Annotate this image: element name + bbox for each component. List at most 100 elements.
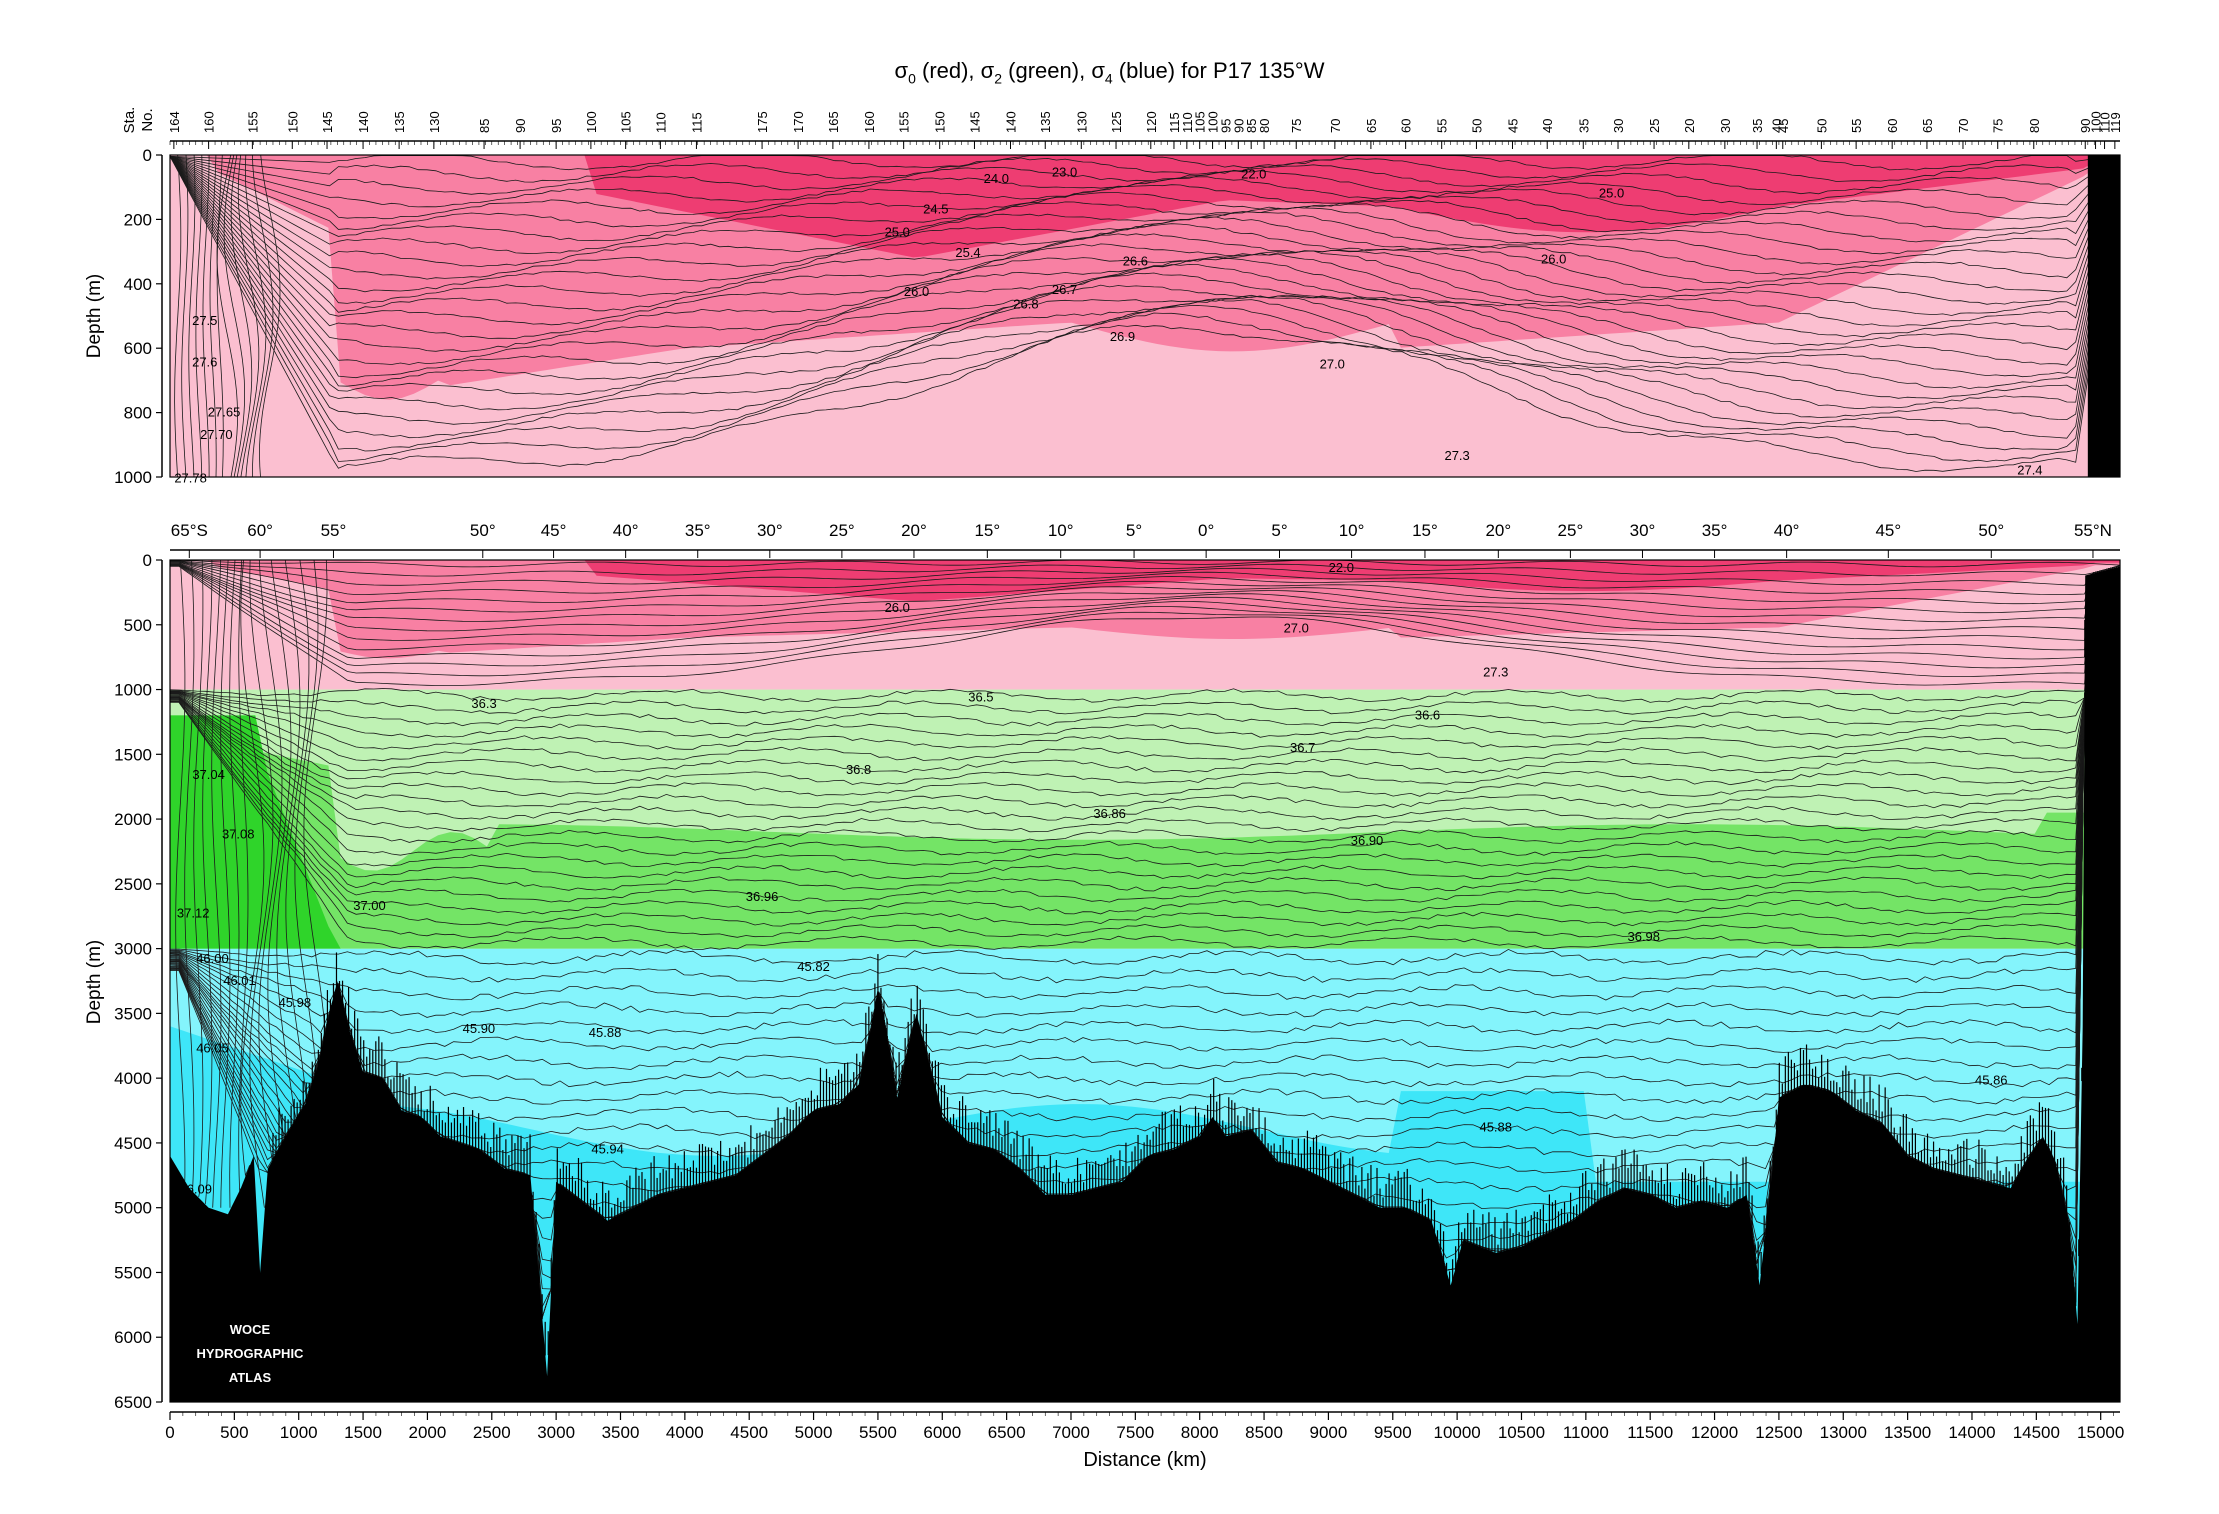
x-tick-label: 1500 [344, 1423, 382, 1442]
upper-outcrop-line [216, 155, 239, 477]
station-axis-label-sta: Sta. [121, 107, 138, 134]
upper-outcrop-line [174, 155, 182, 477]
station-label: 135 [1038, 111, 1053, 133]
x-tick-label: 6000 [923, 1423, 961, 1442]
x-tick-label: 9000 [1310, 1423, 1348, 1442]
lower-contour-line [170, 565, 2120, 951]
x-tick-label: 11500 [1627, 1423, 1673, 1442]
upper-contour-line [170, 156, 2120, 425]
latitude-label: 10° [1048, 521, 1074, 540]
lower-contour-line [170, 565, 2120, 1036]
station-label: 115 [1167, 112, 1182, 133]
upper-contour-line [170, 156, 2120, 316]
upper-contour-label: 25.0 [1599, 186, 1624, 201]
station-axis-label-no: No. [139, 108, 156, 131]
bottom-roughness [272, 619, 2086, 1356]
lower-contour-label: 46.09 [179, 1182, 212, 1197]
station-label: 45 [1505, 119, 1520, 133]
lower-contour-label: 22.0 [1329, 560, 1354, 575]
upper-contour-line [170, 156, 2120, 462]
x-tick-label: 13500 [1884, 1423, 1931, 1442]
x-tick-label: 500 [220, 1423, 248, 1442]
chart-title: σ0 (red), σ2 (green), σ4 (blue) for P17 … [894, 58, 1325, 87]
lower-outcrop-line [175, 560, 186, 1182]
lower-y-axis-label: Depth (m) [84, 940, 105, 1024]
upper-contour-label: 26.7 [1052, 282, 1077, 297]
station-label: 60 [1885, 119, 1900, 133]
upper-contour-line [170, 155, 2120, 220]
lower-contour-line [170, 565, 2120, 715]
station-label: 45 [1776, 119, 1791, 133]
upper-contour-label: 26.0 [904, 284, 929, 299]
upper-contour-label: 24.0 [984, 171, 1009, 186]
upper-plot-area [170, 155, 2120, 477]
lower-contour-label: 45.94 [591, 1141, 624, 1156]
upper-contour-label: 27.4 [2017, 463, 2042, 478]
lower-y-tick-label: 2500 [114, 875, 152, 894]
lower-contour-line [170, 565, 2120, 750]
x-tick-label: 10000 [1433, 1423, 1480, 1442]
latitude-label: 15° [1412, 521, 1438, 540]
upper-y-tick-label: 800 [124, 404, 152, 423]
upper-contour-label: 27.65 [208, 405, 241, 420]
lower-y-tick-label: 500 [124, 616, 152, 635]
lower-outcrop-line [193, 560, 204, 1198]
lower-contour-label: 26.0 [885, 600, 910, 615]
lower-contour-label: 36.8 [846, 762, 871, 777]
lower-contour-line [170, 560, 2120, 586]
upper-contour-label: 27.70 [200, 427, 233, 442]
lower-contour-label: 46.00 [196, 951, 229, 966]
lower-outcrop-line [238, 560, 249, 1192]
lower-contour-line [170, 564, 2120, 651]
latitude-label: 35° [1702, 521, 1728, 540]
upper-contour-line [170, 156, 2120, 390]
latitude-label: 40° [613, 521, 639, 540]
upper-contour-line [170, 155, 2120, 305]
upper-outcrop-line [195, 155, 203, 477]
x-tick-label: 5500 [859, 1423, 897, 1442]
latitude-label: 25° [1558, 521, 1584, 540]
lower-contour-label: 36.5 [968, 689, 993, 704]
station-label: 155 [245, 111, 260, 133]
station-label: 80 [2027, 119, 2042, 133]
x-tick-label: 2500 [473, 1423, 511, 1442]
upper-panel-0-1000m: 0 200 400 600 800 1000 Depth (m) 164 160 155 150 14… [84, 107, 2123, 487]
latitude-label: 5° [1126, 521, 1142, 540]
upper-outcrop-line [245, 155, 267, 477]
station-label: 35 [1576, 119, 1591, 133]
lower-contour-line [170, 562, 2120, 614]
sigma0-dark-layer [170, 560, 2120, 602]
ocean-bottom-topography [170, 566, 2120, 1402]
upper-contour-line [170, 155, 2120, 195]
latitude-label: 30° [757, 521, 783, 540]
upper-contour-label: 25.0 [885, 224, 910, 239]
station-label: 55 [1849, 119, 1864, 133]
latitude-label: 55°N [2074, 521, 2112, 540]
lower-contour-line [170, 565, 2120, 677]
station-label: 100 [584, 111, 599, 133]
lower-y-tick-label: 2000 [114, 810, 152, 829]
lower-frame [169, 559, 2121, 1403]
station-label: 105 [619, 111, 634, 133]
upper-contour-line [170, 155, 2120, 268]
lower-contour-line [170, 565, 2120, 892]
lower-contour-label: 36.96 [746, 889, 779, 904]
upper-y-tick-label: 0 [143, 146, 152, 165]
latitude-label: 55° [321, 521, 347, 540]
latitude-label: 30° [1630, 521, 1656, 540]
station-label: 120 [1144, 111, 1159, 133]
upper-contour-line [170, 155, 2120, 293]
lower-contour-line [170, 565, 2120, 786]
upper-contour-line [170, 156, 2120, 399]
upper-contour-label: 24.5 [923, 202, 948, 217]
lower-contour-line [170, 565, 2120, 703]
lower-plot-area [170, 560, 2120, 1402]
lower-contour-line [170, 565, 2120, 774]
upper-outcrop-line [181, 155, 189, 477]
upper-contour-line [170, 156, 2120, 411]
upper-y-axis-label: Depth (m) [84, 274, 105, 358]
upper-contour-line [170, 156, 2120, 353]
upper-outcrop-line [209, 155, 217, 477]
x-tick-label: 12000 [1691, 1423, 1738, 1442]
